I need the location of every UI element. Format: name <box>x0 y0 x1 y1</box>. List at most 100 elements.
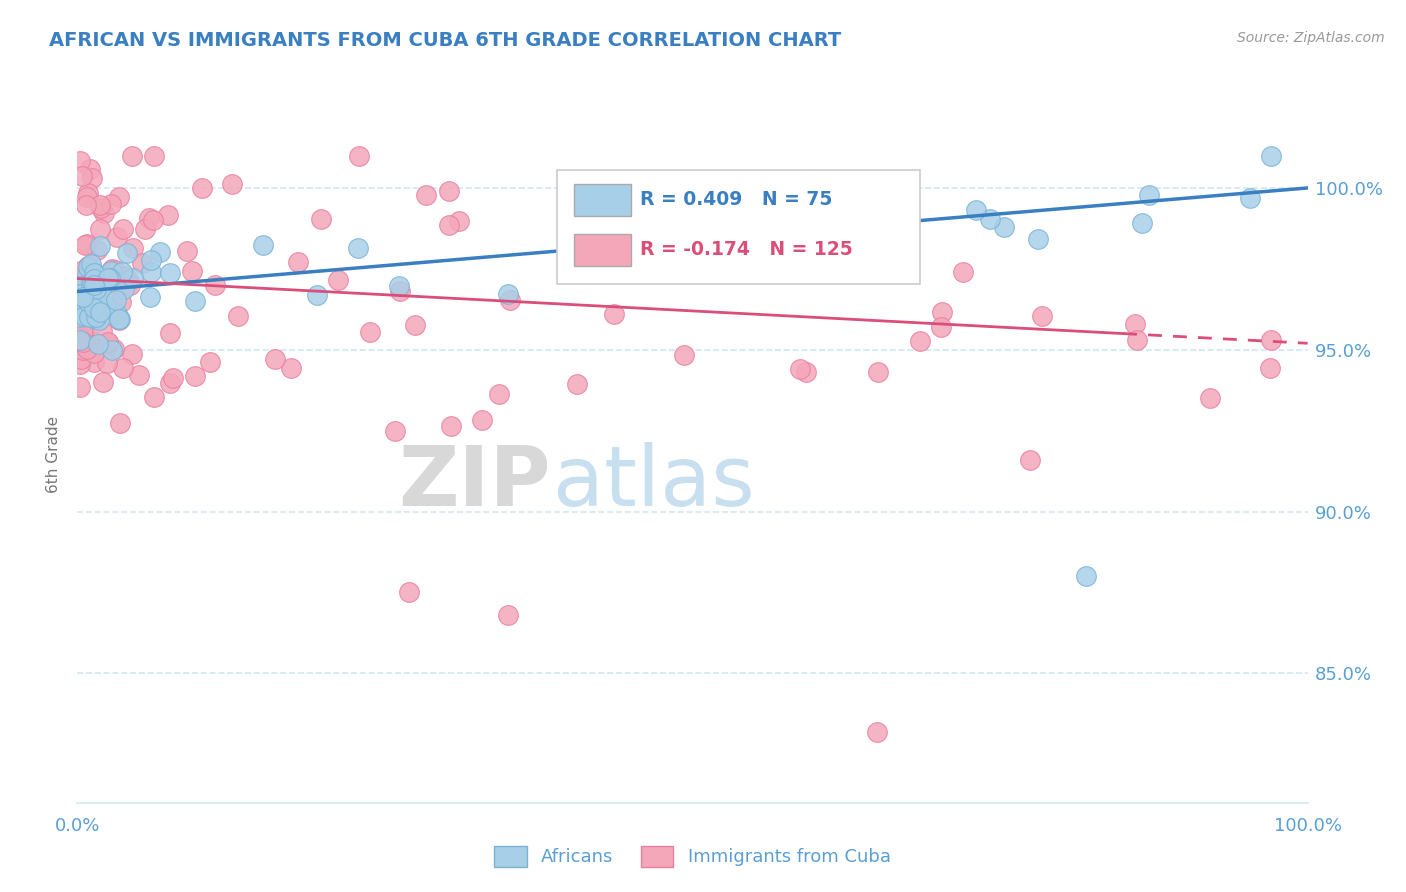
Point <box>993 220 1015 235</box>
Point <box>83 266 105 280</box>
Point <box>139 290 162 304</box>
Point <box>80 282 103 296</box>
Point <box>415 188 437 202</box>
Point <box>77 313 100 327</box>
Point <box>162 370 184 384</box>
Text: R = 0.409   N = 75: R = 0.409 N = 75 <box>640 190 832 209</box>
Point <box>90 277 112 292</box>
Point <box>488 387 510 401</box>
Point <box>83 278 105 293</box>
Point <box>326 273 349 287</box>
Point <box>565 377 588 392</box>
Point <box>70 277 93 292</box>
Point <box>496 608 519 623</box>
Text: ZIP: ZIP <box>398 442 551 524</box>
Point <box>264 351 287 366</box>
Point <box>398 585 420 599</box>
Point <box>83 281 105 295</box>
Point <box>112 221 135 235</box>
Point <box>72 290 94 304</box>
Point <box>76 343 98 357</box>
Point <box>76 268 98 283</box>
Point <box>80 257 103 271</box>
Point <box>75 296 97 310</box>
Point <box>72 343 94 357</box>
Point <box>69 278 91 293</box>
Point <box>221 178 243 192</box>
Point <box>89 305 111 319</box>
Point <box>117 273 139 287</box>
Point <box>1260 333 1282 347</box>
Point <box>87 268 110 283</box>
Point <box>120 277 142 292</box>
Point <box>184 369 207 384</box>
Point <box>287 255 309 269</box>
Point <box>139 253 162 268</box>
FancyBboxPatch shape <box>575 234 631 266</box>
Point <box>176 244 198 258</box>
Point <box>100 197 122 211</box>
Point <box>979 211 1001 226</box>
Point <box>141 264 163 278</box>
Point <box>931 305 953 319</box>
Point <box>69 154 91 169</box>
Point <box>76 237 98 252</box>
Point <box>105 307 128 321</box>
Point <box>1019 452 1042 467</box>
FancyBboxPatch shape <box>575 184 631 216</box>
Point <box>866 365 889 379</box>
Point <box>90 294 112 309</box>
Point <box>80 277 103 292</box>
Point <box>307 288 329 302</box>
Point <box>204 277 226 292</box>
Point <box>75 198 97 212</box>
Point <box>84 268 107 283</box>
Point <box>121 241 143 255</box>
Point <box>76 269 98 284</box>
Point <box>91 324 114 338</box>
Point <box>96 300 118 314</box>
Point <box>77 310 100 325</box>
Y-axis label: 6th Grade: 6th Grade <box>46 417 62 493</box>
Point <box>159 326 181 340</box>
Point <box>69 287 91 301</box>
Point <box>76 190 98 204</box>
Point <box>69 331 91 345</box>
Point <box>159 267 181 281</box>
Point <box>69 289 91 303</box>
Point <box>87 337 110 351</box>
Point <box>75 238 97 252</box>
Point <box>794 365 817 379</box>
Point <box>1130 216 1153 230</box>
Point <box>93 206 115 220</box>
Point <box>159 376 181 390</box>
Point <box>69 328 91 343</box>
Point <box>252 238 274 252</box>
Point <box>226 309 249 323</box>
Point <box>100 263 122 277</box>
Point <box>72 169 94 183</box>
Point <box>181 263 204 277</box>
Point <box>72 334 94 349</box>
Point <box>100 292 122 306</box>
Point <box>745 205 768 219</box>
Point <box>76 260 98 274</box>
Point <box>97 336 120 351</box>
Point <box>359 326 381 340</box>
Point <box>72 263 94 277</box>
Point <box>1026 232 1049 246</box>
Point <box>112 360 135 375</box>
Point <box>69 334 91 348</box>
Point <box>156 207 179 221</box>
Point <box>1125 334 1147 348</box>
Point <box>76 186 98 201</box>
Point <box>499 293 522 307</box>
Point <box>83 346 105 360</box>
Point <box>870 195 893 210</box>
Point <box>110 295 132 310</box>
Point <box>83 272 105 286</box>
Point <box>384 424 406 438</box>
Point <box>128 368 150 382</box>
Point <box>114 269 136 284</box>
Point <box>75 334 97 349</box>
